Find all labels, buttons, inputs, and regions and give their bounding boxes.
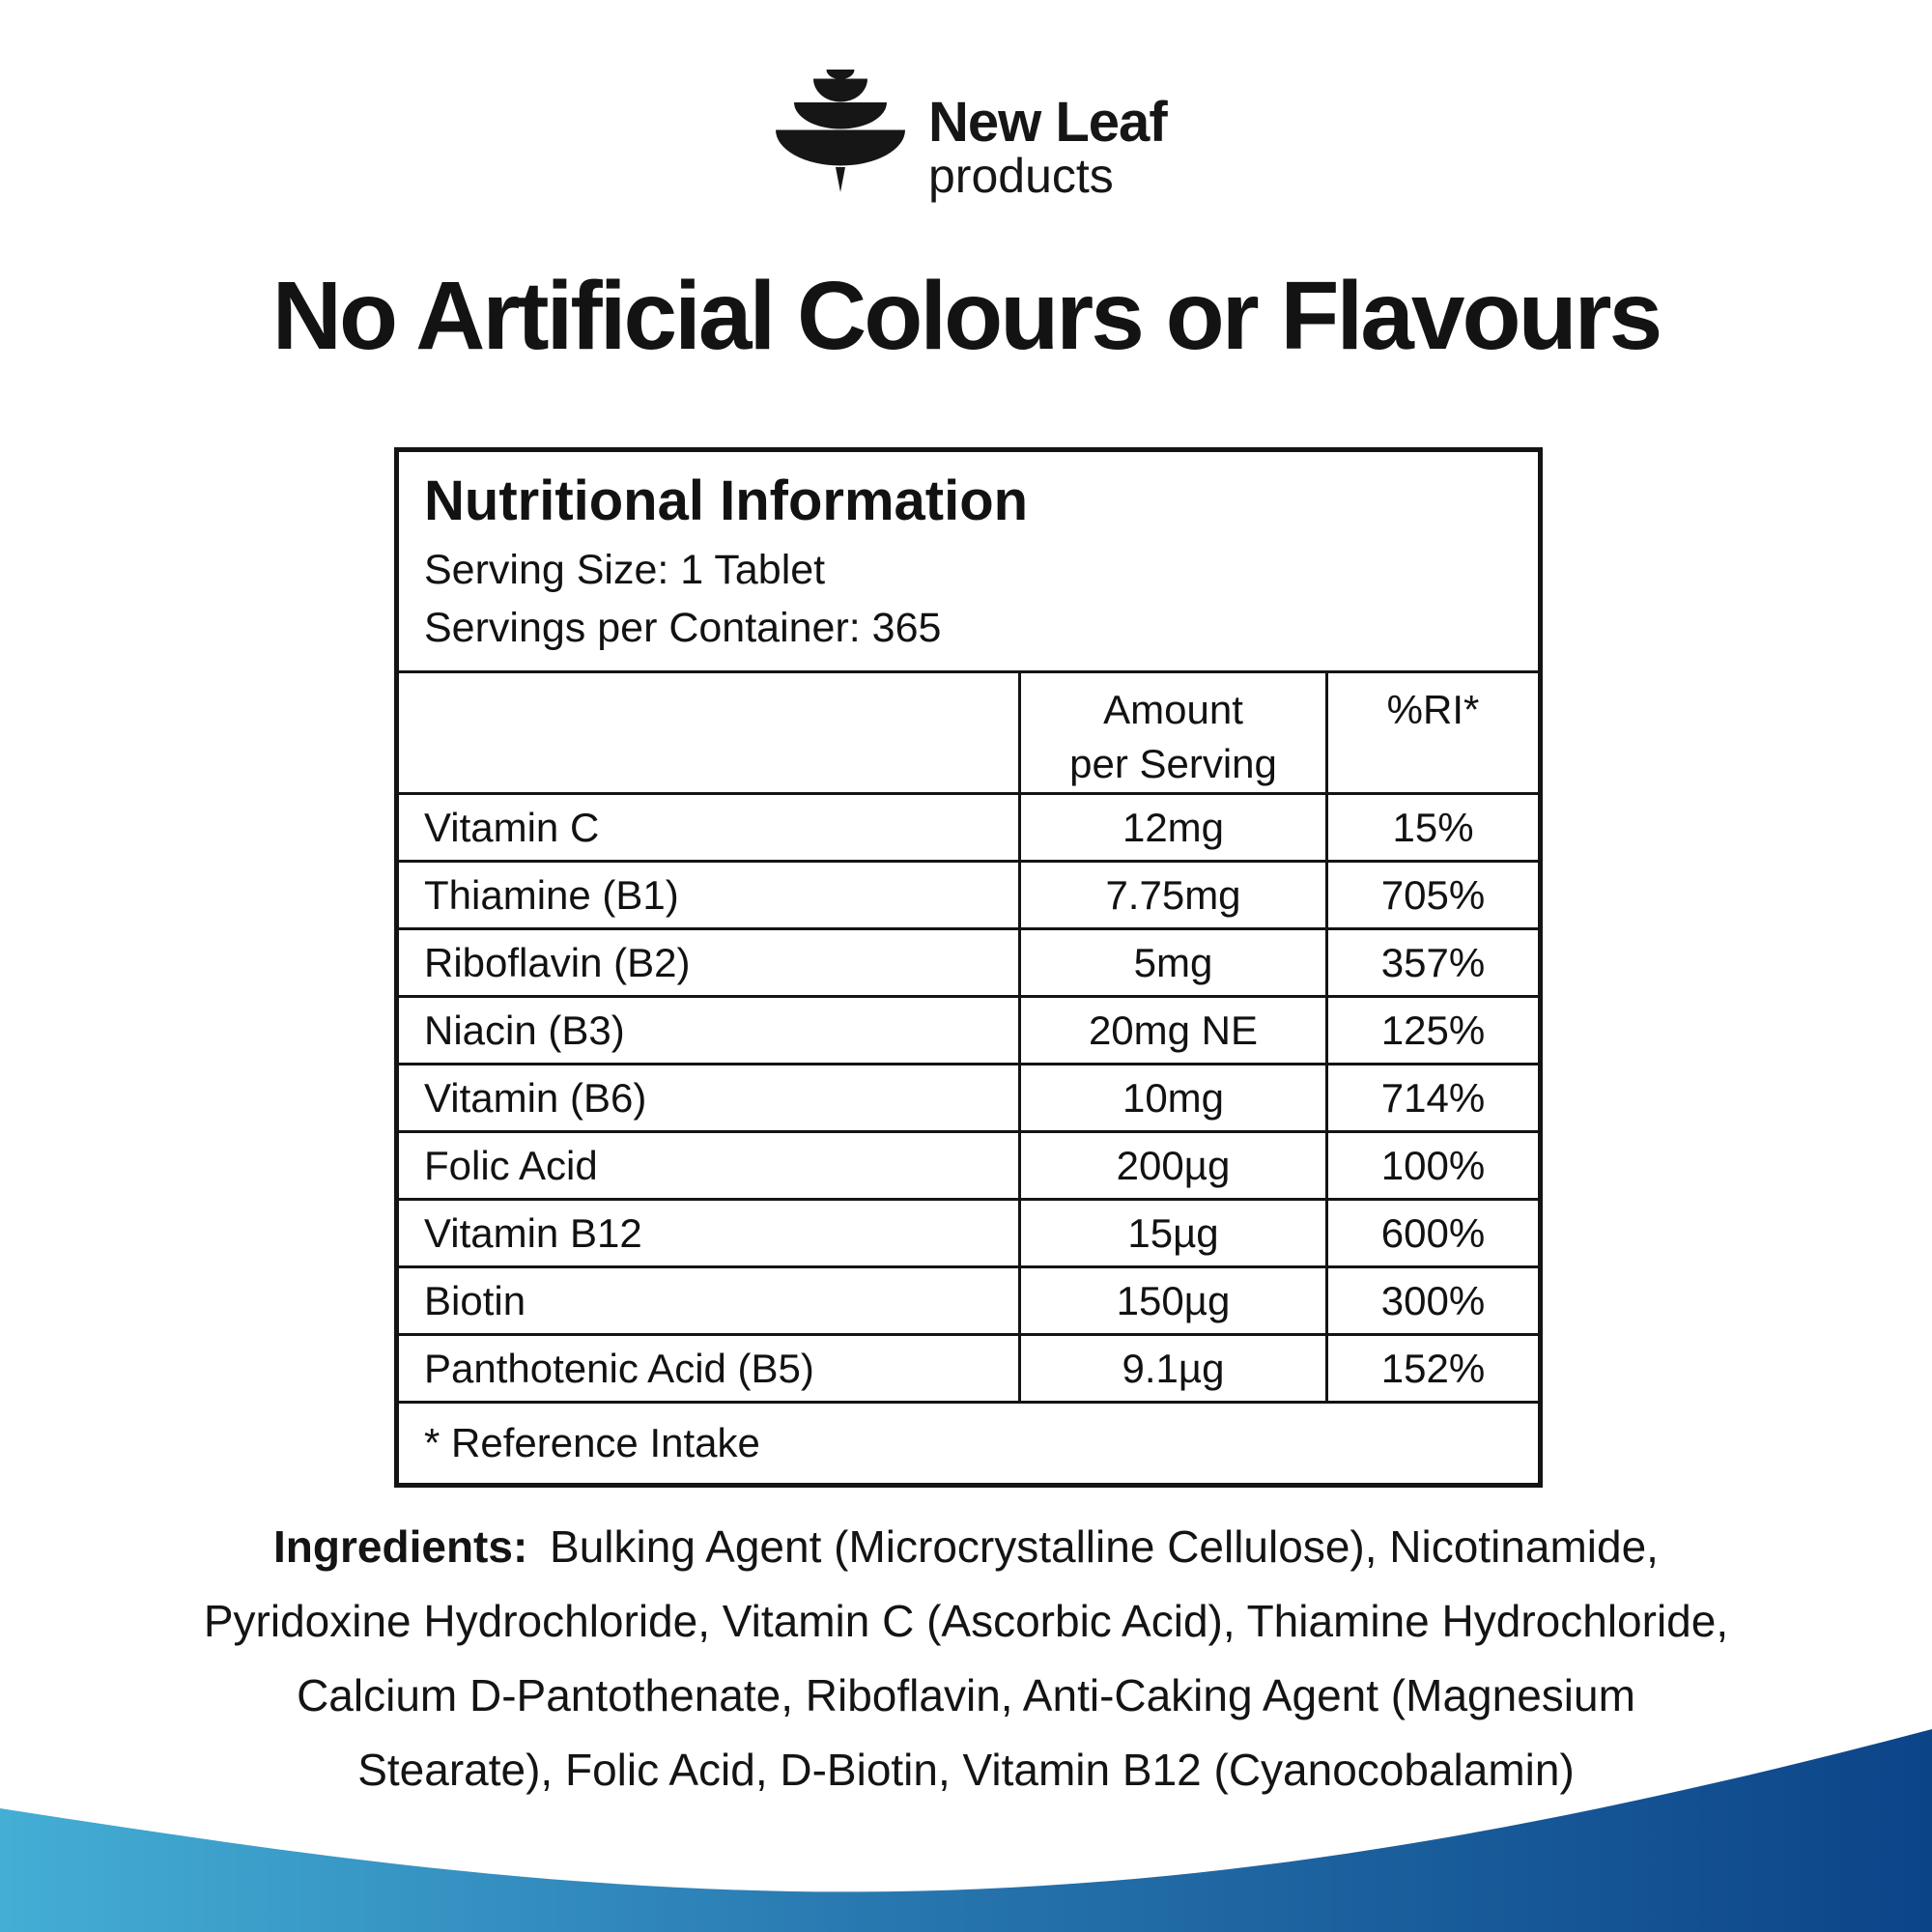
nutrient-name: Folic Acid xyxy=(395,1130,1021,1201)
table-title-row: Nutritional Information Serving Size: 1 … xyxy=(396,449,1541,673)
nutrient-ri: 600% xyxy=(1324,1198,1543,1268)
table-footnote-row: * Reference Intake xyxy=(396,1401,1541,1486)
nutrient-amount: 10mg xyxy=(1018,1063,1328,1133)
tree-logo-icon xyxy=(776,70,905,192)
nutrient-amount: 200µg xyxy=(1018,1130,1328,1201)
ingredients-text: Ingredients: Bulking Agent (Microcrystal… xyxy=(58,1510,1874,1807)
nutrient-ri: 125% xyxy=(1324,995,1543,1065)
reference-intake-note: * Reference Intake xyxy=(396,1401,1541,1486)
table-header-row: Amount per Serving %RI* xyxy=(395,670,1543,795)
bottom-wave-decoration xyxy=(0,1729,1932,1932)
nutrient-name: Thiamine (B1) xyxy=(395,860,1021,930)
header-amount-cell: Amount per Serving xyxy=(1018,670,1328,795)
page-title: No Artificial Colours or Flavours xyxy=(271,262,1662,370)
table-row: Vitamin (B6) 10mg 714% xyxy=(395,1063,1543,1133)
table-row: Vitamin C 12mg 15% xyxy=(395,792,1543,863)
nutrient-ri: 300% xyxy=(1324,1265,1543,1336)
table-title: Nutritional Information xyxy=(424,469,1029,532)
nutrient-name: Riboflavin (B2) xyxy=(395,927,1021,998)
table-row: Thiamine (B1) 7.75mg 705% xyxy=(395,860,1543,930)
table-row: Niacin (B3) 20mg NE 125% xyxy=(395,995,1543,1065)
nutrient-ri: 357% xyxy=(1324,927,1543,998)
serving-size: Serving Size: 1 Tablet xyxy=(424,547,826,593)
table-row: Vitamin B12 15µg 600% xyxy=(395,1198,1543,1268)
nutrient-name: Vitamin C xyxy=(395,792,1021,863)
header-amount-line2: per Serving xyxy=(1069,741,1277,786)
nutrition-panel: Nutritional Information Serving Size: 1 … xyxy=(394,447,1544,1488)
table-row: Panthotenic Acid (B5) 9.1µg 152% xyxy=(395,1333,1543,1404)
header-ri-cell: %RI* xyxy=(1324,670,1543,795)
table-row: Biotin 150µg 300% xyxy=(395,1265,1543,1336)
brand-name: New Leaf xyxy=(928,91,1168,154)
nutrient-amount: 5mg xyxy=(1018,927,1328,998)
nutrient-amount: 7.75mg xyxy=(1018,860,1328,930)
brand-subname: products xyxy=(928,149,1114,203)
nutrient-name: Panthotenic Acid (B5) xyxy=(395,1333,1021,1404)
servings-per-container: Servings per Container: 365 xyxy=(424,605,942,651)
ingredients-label: Ingredients: xyxy=(273,1521,528,1572)
brand-logo: New Leaf products xyxy=(776,70,1168,216)
nutrient-name: Niacin (B3) xyxy=(395,995,1021,1065)
header-blank-cell xyxy=(395,670,1021,795)
nutrient-ri: 15% xyxy=(1324,792,1543,863)
header-amount-line1: Amount xyxy=(1103,687,1243,732)
nutrient-amount: 15µg xyxy=(1018,1198,1328,1268)
nutrient-name: Biotin xyxy=(395,1265,1021,1336)
nutrient-amount: 150µg xyxy=(1018,1265,1328,1336)
nutrient-amount: 20mg NE xyxy=(1018,995,1328,1065)
nutrient-ri: 100% xyxy=(1324,1130,1543,1201)
nutrient-amount: 12mg xyxy=(1018,792,1328,863)
nutrient-ri: 714% xyxy=(1324,1063,1543,1133)
brand-wordmark: New Leaf products xyxy=(928,91,1168,203)
ingredients-body: Bulking Agent (Microcrystalline Cellulos… xyxy=(203,1521,1729,1795)
nutrition-table: Nutritional Information Serving Size: 1 … xyxy=(394,447,1544,1488)
table-row: Riboflavin (B2) 5mg 357% xyxy=(395,927,1543,998)
nutrient-name: Vitamin B12 xyxy=(395,1198,1021,1268)
nutrient-amount: 9.1µg xyxy=(1018,1333,1328,1404)
table-row: Folic Acid 200µg 100% xyxy=(395,1130,1543,1201)
nutrient-ri: 705% xyxy=(1324,860,1543,930)
nutrient-ri: 152% xyxy=(1324,1333,1543,1404)
nutrient-name: Vitamin (B6) xyxy=(395,1063,1021,1133)
